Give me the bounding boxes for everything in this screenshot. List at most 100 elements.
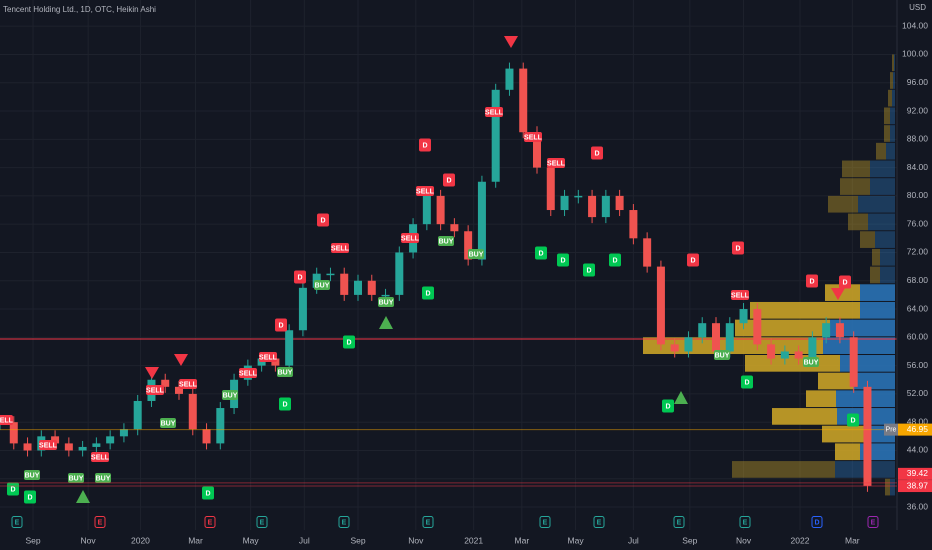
signal-label: D <box>586 267 591 274</box>
y-tick-label: 52.00 <box>907 388 929 398</box>
x-tick-label: May <box>243 535 260 545</box>
candle <box>436 195 445 225</box>
profile-up <box>884 125 890 142</box>
signal-box <box>732 241 744 255</box>
signal-box <box>422 516 434 528</box>
candle <box>422 195 431 225</box>
signal-label: D <box>538 250 543 257</box>
signal-label: D <box>690 257 695 264</box>
signal-label: BUY <box>715 352 730 359</box>
signal-label: E <box>98 519 103 526</box>
signal-box <box>416 186 434 196</box>
candle <box>835 323 844 338</box>
signal-label: D <box>735 245 740 252</box>
signal-label: BUY <box>96 475 111 482</box>
x-tick-label: Sep <box>350 535 365 545</box>
profile-up <box>806 390 836 408</box>
signal-label: BUY <box>69 475 84 482</box>
candle <box>133 400 142 430</box>
signal-box <box>331 243 349 253</box>
profile-up <box>840 178 870 195</box>
x-tick-label: Sep <box>682 535 697 545</box>
signal-label: SELL <box>0 417 14 424</box>
candle <box>188 393 197 430</box>
signal-label: E <box>426 519 431 526</box>
signal-label: BUY <box>223 392 238 399</box>
profile-up <box>892 54 894 72</box>
signal-box <box>803 357 819 367</box>
signal-box <box>422 286 434 300</box>
candle <box>684 337 693 352</box>
candle <box>656 266 665 345</box>
chart-title: Tencent Holding Ltd., 1D, OTC, Heikin As… <box>3 5 156 14</box>
signal-box <box>378 297 394 307</box>
profile-up <box>888 89 892 107</box>
price-label: 38.97 <box>907 480 929 490</box>
profile-down <box>892 89 895 107</box>
signal-label: D <box>850 417 855 424</box>
signal-label: D <box>594 150 599 157</box>
signal-label: BUY <box>469 251 484 258</box>
signal-box <box>547 158 565 168</box>
y-tick-label: 48.00 <box>907 416 929 426</box>
candle <box>340 273 349 295</box>
signal-label: E <box>342 519 347 526</box>
profile-up <box>848 213 868 231</box>
signal-label: D <box>282 401 287 408</box>
signal-box <box>593 516 605 528</box>
x-tick-label: Nov <box>408 535 424 545</box>
profile-down <box>890 125 895 142</box>
signal-box <box>539 516 551 528</box>
candle <box>588 195 597 218</box>
x-tick-label: Nov <box>81 535 97 545</box>
signal-box <box>160 418 176 428</box>
signal-box <box>731 290 749 300</box>
candle <box>477 181 486 260</box>
candle <box>574 195 583 198</box>
profile-down <box>893 72 895 89</box>
signal-label: E <box>597 519 602 526</box>
candle <box>822 323 831 338</box>
signal-box <box>343 335 355 349</box>
y-tick-label: 104.00 <box>902 20 928 30</box>
x-tick-label: Nov <box>736 535 752 545</box>
signal-label: SELL <box>416 188 435 195</box>
signal-box <box>317 213 329 227</box>
signal-box <box>811 516 823 528</box>
signal-label: SELL <box>547 160 566 167</box>
signal-label: D <box>446 177 451 184</box>
profile-up <box>890 72 893 89</box>
signal-box <box>401 233 419 243</box>
profile-up <box>885 478 890 496</box>
candle <box>615 195 624 211</box>
signal-label: D <box>842 279 847 286</box>
signal-label: E <box>677 519 682 526</box>
profile-up <box>735 319 830 337</box>
profile-up <box>842 160 870 178</box>
candle <box>395 252 404 295</box>
profile-up <box>828 195 858 213</box>
signal-box <box>277 367 293 377</box>
candle <box>601 195 610 218</box>
signal-label: BUY <box>25 472 40 479</box>
y-tick-label: 56.00 <box>907 360 929 370</box>
signal-label: BUY <box>315 282 330 289</box>
signal-box <box>867 516 879 528</box>
signal-box <box>468 249 484 259</box>
signal-label: SELL <box>331 245 350 252</box>
profile-down <box>853 372 895 390</box>
signal-label: D <box>346 339 351 346</box>
buy-triangle <box>674 391 688 404</box>
candle <box>464 231 473 260</box>
candle <box>23 443 32 451</box>
profile-up <box>750 301 860 319</box>
profile-up <box>745 355 840 372</box>
y-tick-label: 88.00 <box>907 134 929 144</box>
candle <box>712 323 720 352</box>
signal-box <box>673 516 685 528</box>
profile-down <box>840 355 895 372</box>
signal-box <box>204 516 216 528</box>
signal-label: SELL <box>524 134 543 141</box>
y-tick-label: 76.00 <box>907 218 929 228</box>
profile-up <box>772 408 837 425</box>
